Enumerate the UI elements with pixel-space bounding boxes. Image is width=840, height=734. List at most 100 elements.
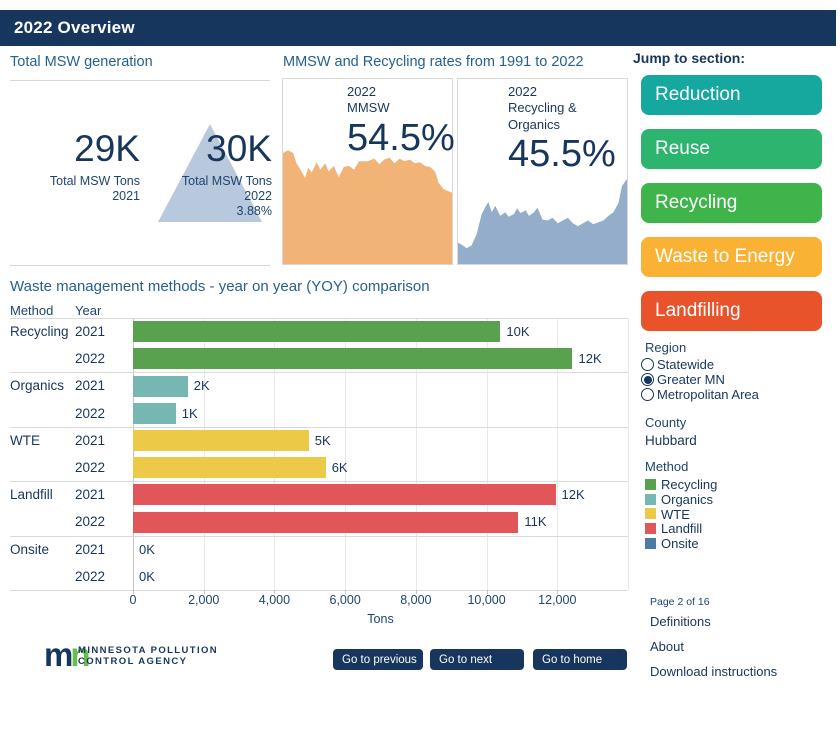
msw-2021-value: 29K [74,128,140,169]
region-option-statewide[interactable]: Statewide [641,357,759,372]
msw-2022-change: 3.88% [236,204,272,218]
page-indicator: Page 2 of 16 [650,596,710,608]
bar-landfill-2021[interactable] [133,484,556,506]
bar-value-label: 12K [561,487,585,503]
region-options: Statewide Greater MN Metropolitan Area [641,357,759,402]
method-label-recycling: Recycling [10,324,69,339]
gridline [203,318,205,590]
row-divider [10,535,628,537]
legend-item-wte: WTE [645,507,717,522]
method-legend-items: Recycling Organics WTE Landfill Onsite [645,477,717,551]
recycling-rate-value: 45.5% [508,132,616,175]
legend-item-label: Onsite [661,536,699,552]
method-legend-label: Method [645,459,689,474]
y-axis-line [133,318,134,590]
x-tick-mark [415,590,417,594]
year-label: 2021 [75,432,106,448]
bar-wte-2021[interactable] [133,429,309,451]
region-option-label: Statewide [657,357,715,372]
x-tick-mark [274,590,276,594]
year-label: 2021 [75,487,106,503]
legend-item-label: Recycling [661,476,718,492]
gridline [557,318,559,590]
year-label: 2022 [75,351,106,367]
legend-item-label: Landfill [661,521,703,537]
year-label: 2022 [75,568,106,584]
county-filter: County Hubbard [645,415,697,448]
region-option-metropolitan-area[interactable]: Metropolitan Area [641,387,759,402]
nav-button-go-to-next[interactable]: Go to next [430,649,524,670]
jump-button-waste-to-energy[interactable]: Waste to Energy [641,237,822,277]
bar-value-label: 2K [193,378,210,394]
recycling-label: Recycling & Organics [508,100,577,132]
bar-recycling-2021[interactable] [133,321,501,343]
msw-2021-year: 2021 [112,189,140,203]
logo-line1: MINNESOTA POLLUTION [78,645,219,656]
radio-selected-icon[interactable] [641,373,654,386]
bar-value-label: 5K [314,432,331,448]
legend-item-organics: Organics [645,492,717,507]
msw-2021-kpi: 29K Total MSW Tons 2021 [30,130,140,204]
legend-swatch-icon [645,523,656,535]
footer-links: Definitions About Download instructions [650,614,777,689]
x-tick-mark [133,590,134,594]
method-label-landfill: Landfill [10,487,53,503]
divider [10,80,270,81]
x-tick-label: 0 [129,593,137,607]
row-divider [10,372,628,374]
yoy-plot: Recycling 2021 10K 2022 12K Organics 2021 2K 202… [0,318,629,591]
link-about[interactable]: About [650,639,684,654]
link-definitions[interactable]: Definitions [650,614,711,629]
x-axis-title: Tons [367,612,394,626]
row-divider [10,481,628,483]
x-tick-mark [486,590,488,594]
year-label: 2021 [75,541,106,557]
bar-landfill-2022[interactable] [133,511,519,533]
radio-icon[interactable] [641,388,654,401]
plot-right-border [628,318,629,590]
recycling-area-panel: 2022 Recycling & Organics 45.5% [457,78,628,265]
mmsw-rate-value: 54.5% [347,116,455,159]
mmsw-label: MMSW [347,100,390,116]
legend-item-onsite: Onsite [645,536,717,551]
year-label: 2021 [75,378,106,394]
jump-button-landfilling[interactable]: Landfilling [641,291,822,331]
page-title: 2022 Overview [14,18,135,37]
bar-organics-2022[interactable] [133,402,176,424]
bar-value-label: 10K [506,324,530,339]
bar-value-label: 11K [524,514,547,530]
region-option-greater-mn[interactable]: Greater MN [641,372,759,387]
bar-wte-2022[interactable] [133,457,326,479]
region-option-label: Greater MN [657,372,725,387]
year-label: 2022 [75,460,106,475]
bar-recycling-2022[interactable] [133,348,573,370]
legend-item-label: WTE [661,506,690,522]
gridline [274,318,276,590]
jump-button-reduction[interactable]: Reduction [641,75,822,115]
link-download-instructions[interactable]: Download instructions [650,664,778,679]
gridline [486,318,488,590]
increase-triangle-icon [158,124,262,222]
msw-2022-year: 2022 [244,189,272,203]
row-divider [10,318,628,319]
x-tick-label: 6,000 [329,593,361,607]
bar-organics-2021[interactable] [133,375,188,397]
nav-button-go-to-home[interactable]: Go to home [533,649,627,670]
year-column-header: Year [75,303,102,318]
msw-2022-kpi: 30K Total MSW Tons 2022 3.88% [162,130,272,219]
mmsw-annotation: 2022 MMSW 54.5% [347,84,455,158]
jump-button-reuse[interactable]: Reuse [641,129,822,169]
jump-button-recycling[interactable]: Recycling [641,183,822,223]
method-label-onsite: Onsite [10,541,50,557]
total-msw-title: Total MSW generation [10,54,153,70]
nav-button-go-to-previous[interactable]: Go to previous [333,649,423,670]
county-value: Hubbard [645,433,697,448]
x-tick-label: 2,000 [188,593,220,607]
method-label-organics: Organics [10,378,65,394]
radio-icon[interactable] [641,358,654,371]
x-tick-label: 4,000 [258,593,291,607]
x-tick-label: 8,000 [400,593,432,607]
row-divider [10,426,628,428]
year-label: 2022 [75,514,106,530]
